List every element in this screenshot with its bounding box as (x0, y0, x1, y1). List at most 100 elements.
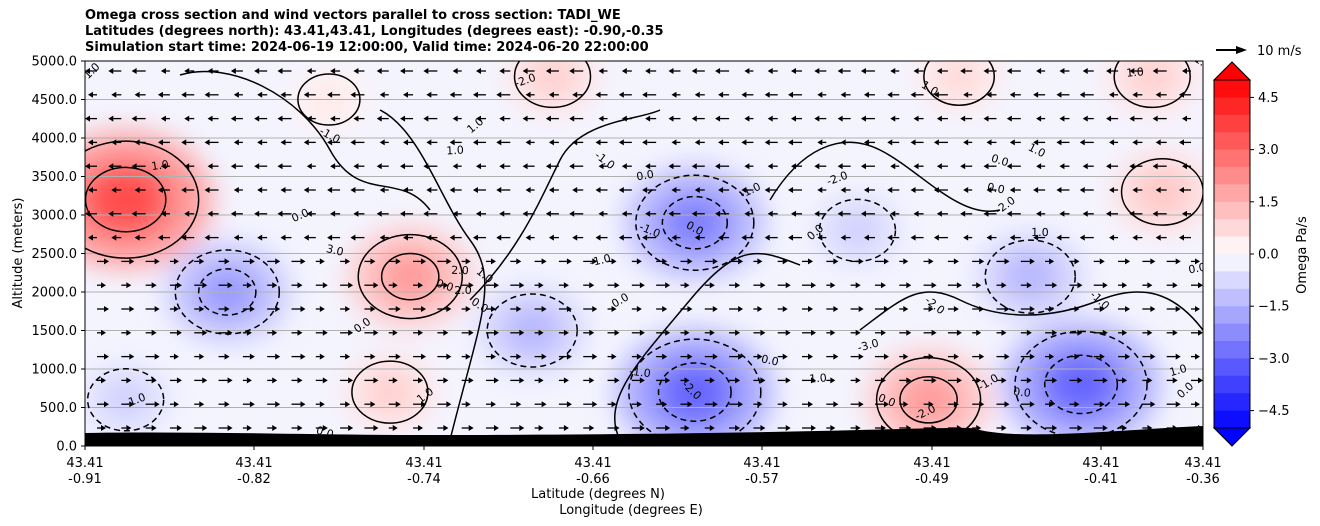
wind-vector-head (246, 282, 252, 289)
wind-vector-head (1077, 425, 1083, 431)
wind-vector-head (379, 139, 385, 146)
wind-vector-head (126, 329, 132, 336)
wind-vector-head (569, 210, 575, 217)
wind-vector-head (979, 401, 985, 408)
wind-vector-head (712, 306, 718, 312)
omega-core (896, 373, 961, 426)
wind-vector-head (472, 91, 478, 98)
wind-vector-head (184, 163, 190, 170)
wind-vector-head (833, 258, 839, 265)
wind-vector-head (890, 115, 896, 122)
contour-label: 0.0 (990, 152, 1011, 170)
wind-vector-head (101, 329, 106, 336)
wind-vector-head (493, 329, 499, 336)
contour-line (1120, 157, 1203, 226)
wind-vector-head (322, 329, 328, 336)
wind-vector-head (671, 91, 677, 98)
wind-vector-head (791, 163, 797, 170)
colorbar-tick-label: 0.0 (1258, 248, 1279, 263)
wind-vector-head (1147, 282, 1153, 289)
wind-vector-head (880, 377, 886, 384)
wind-vector-head (936, 210, 942, 217)
wind-vector-head (791, 68, 797, 74)
wind-vector-head (472, 234, 478, 241)
wind-vector-head (986, 187, 992, 193)
wind-vector-head (791, 115, 797, 122)
wind-vector-head (1056, 187, 1062, 193)
wind-vector-head (160, 115, 166, 122)
wind-vector-head (490, 401, 496, 408)
wind-vector-head (618, 139, 624, 146)
contour-label: -1.0 (628, 365, 651, 381)
wind-vector-head (1004, 401, 1010, 408)
wind-vector-head (691, 163, 697, 170)
y-tick-label: 1000.0 (32, 363, 78, 378)
contour-label: 0.0 (435, 277, 456, 295)
wind-vector-head (443, 425, 449, 431)
wind-vector-head (589, 282, 595, 289)
wind-vector-head (645, 68, 651, 74)
wind-vector-head (1182, 115, 1187, 122)
wind-vector-head (618, 91, 624, 98)
omega-core (653, 359, 736, 426)
wind-vector-head (418, 377, 424, 384)
title-line-3: Simulation start time: 2024-06-19 12:00:… (85, 40, 649, 55)
wind-vector-head (1122, 329, 1128, 336)
wind-vector-head (490, 306, 496, 312)
wind-vector-head (782, 353, 788, 360)
wind-vector-head (791, 210, 797, 217)
wind-vector-head (665, 377, 671, 384)
wind-vector-head (1049, 353, 1055, 360)
wind-vector-head (665, 425, 671, 431)
wind-vector-head (1026, 425, 1032, 431)
wind-vector-head (230, 210, 236, 217)
wind-vector-head (421, 401, 427, 408)
gridlines (85, 61, 1203, 446)
wind-vector-head (903, 401, 909, 408)
wind-vector-head (1059, 115, 1065, 122)
wind-vector-head (614, 329, 620, 336)
wind-vector-head (151, 282, 157, 289)
wind-vector-head (1102, 329, 1108, 336)
wind-vector-head (1150, 258, 1156, 265)
contour-line (197, 268, 257, 316)
wind-vector-head (548, 139, 554, 146)
wind-vector-head (1099, 258, 1105, 265)
wind-vector-head (423, 163, 429, 170)
wind-vector-head (694, 91, 700, 98)
wind-vector-head (618, 234, 624, 241)
wind-vector-head (1056, 139, 1062, 146)
wind-vector-head (1052, 329, 1058, 336)
wind-vector-head (104, 306, 109, 312)
wind-vector-head (452, 163, 458, 170)
wind-vector-head (1049, 258, 1055, 265)
wind-vector-head (694, 234, 700, 241)
wind-vector-head (306, 210, 312, 217)
wind-vector-head (249, 258, 255, 265)
wind-vector-head (449, 91, 455, 98)
wind-vector-head (906, 282, 912, 289)
wind-vector-head (545, 163, 551, 170)
wind-vector-head (376, 115, 382, 122)
colorbar: 4.5 3.0 1.5 0.0 −1.5 −3.0 −4.5 (1212, 61, 1290, 447)
wind-vector-head (860, 68, 866, 74)
wind-vector-head (808, 306, 814, 312)
wind-vector-head (1152, 210, 1158, 217)
wind-vector-head (319, 306, 325, 312)
wind-vector-head (913, 163, 919, 170)
wind-vector-head (782, 401, 788, 408)
wind-vector-head (1029, 353, 1035, 360)
wind-vector-head (207, 115, 213, 122)
wind-vector-head (160, 210, 166, 217)
x-tick-label-lat: 43.41 (405, 456, 442, 471)
wind-vector-head (173, 306, 179, 312)
wind-vector-head (589, 425, 595, 431)
wind-vector-head (709, 329, 715, 336)
colorbar-band (1214, 114, 1250, 133)
wind-vector-head (744, 210, 750, 217)
colorbar-band (1214, 306, 1250, 325)
wind-vector-head (423, 68, 429, 74)
wind-vector-head (621, 68, 627, 74)
wind-vector-head (645, 210, 651, 217)
wind-vector-head (715, 68, 721, 74)
